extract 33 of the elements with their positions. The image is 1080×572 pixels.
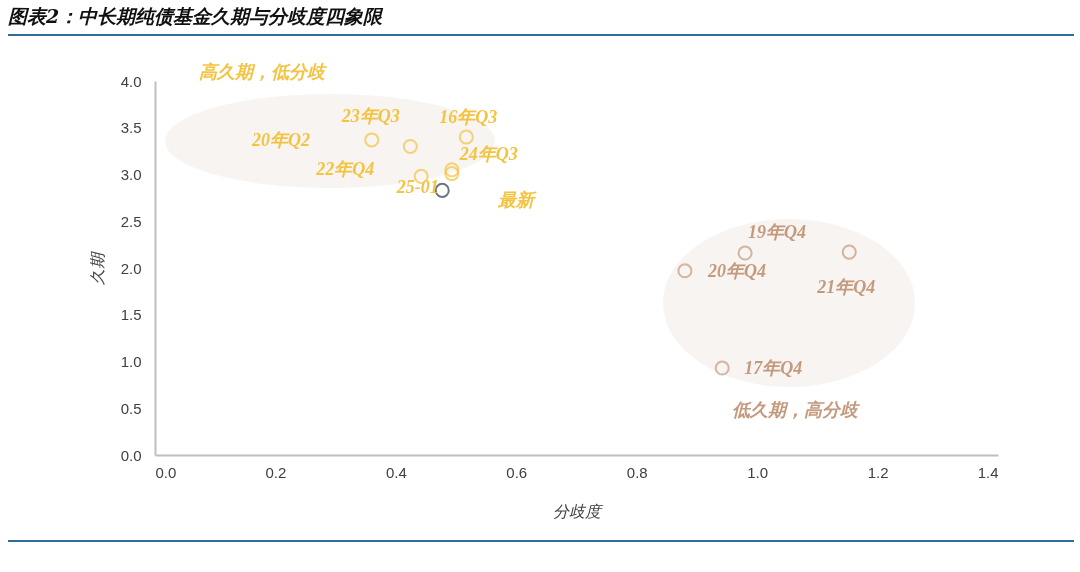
- annotation: 24年Q3: [458, 143, 518, 164]
- y-tick-label: 1.5: [120, 306, 142, 324]
- y-tick-label: 4.0: [120, 72, 142, 90]
- y-tick-label: 1.0: [120, 353, 142, 370]
- x-tick-label: 1.4: [977, 463, 999, 481]
- annotation: 低久期，高分歧: [732, 400, 860, 420]
- x-tick-label: 0.2: [265, 463, 287, 481]
- x-tick-label: 0.8: [626, 463, 648, 481]
- annotation: 23年Q3: [340, 105, 400, 126]
- y-tick-label: 2.0: [120, 259, 142, 277]
- y-tick-label: 2.5: [120, 212, 142, 230]
- annotation: 高久期，低分歧: [199, 62, 327, 82]
- x-tick-label: 1.2: [867, 463, 889, 481]
- y-tick-label: 3.0: [120, 166, 142, 183]
- x-tick-label: 0.0: [155, 463, 177, 481]
- annotation: 20年Q4: [706, 260, 766, 281]
- annotation: 17年Q4: [744, 358, 803, 379]
- annotation: 16年Q3: [439, 107, 498, 128]
- annotation: 19年Q4: [748, 222, 807, 243]
- annotation: 25-01: [395, 176, 439, 197]
- annotation: 20年Q2: [251, 130, 310, 150]
- x-tick-label: 0.6: [506, 463, 528, 481]
- x-tick-label: 1.0: [747, 463, 769, 481]
- y-tick-label: 0.0: [120, 446, 142, 464]
- annotation: 22年Q4: [315, 159, 375, 180]
- y-axis-title: 久期: [87, 250, 107, 285]
- x-tick-label: 0.4: [385, 463, 407, 481]
- y-tick-label: 3.5: [120, 119, 142, 137]
- chart-title: 图表2：中长期纯债基金久期与分歧度四象限: [8, 4, 383, 29]
- x-axis-title: 分歧度: [553, 501, 604, 521]
- y-tick-label: 0.5: [120, 399, 142, 417]
- annotation: 最新: [498, 190, 537, 210]
- annotation: 21年Q4: [816, 277, 876, 298]
